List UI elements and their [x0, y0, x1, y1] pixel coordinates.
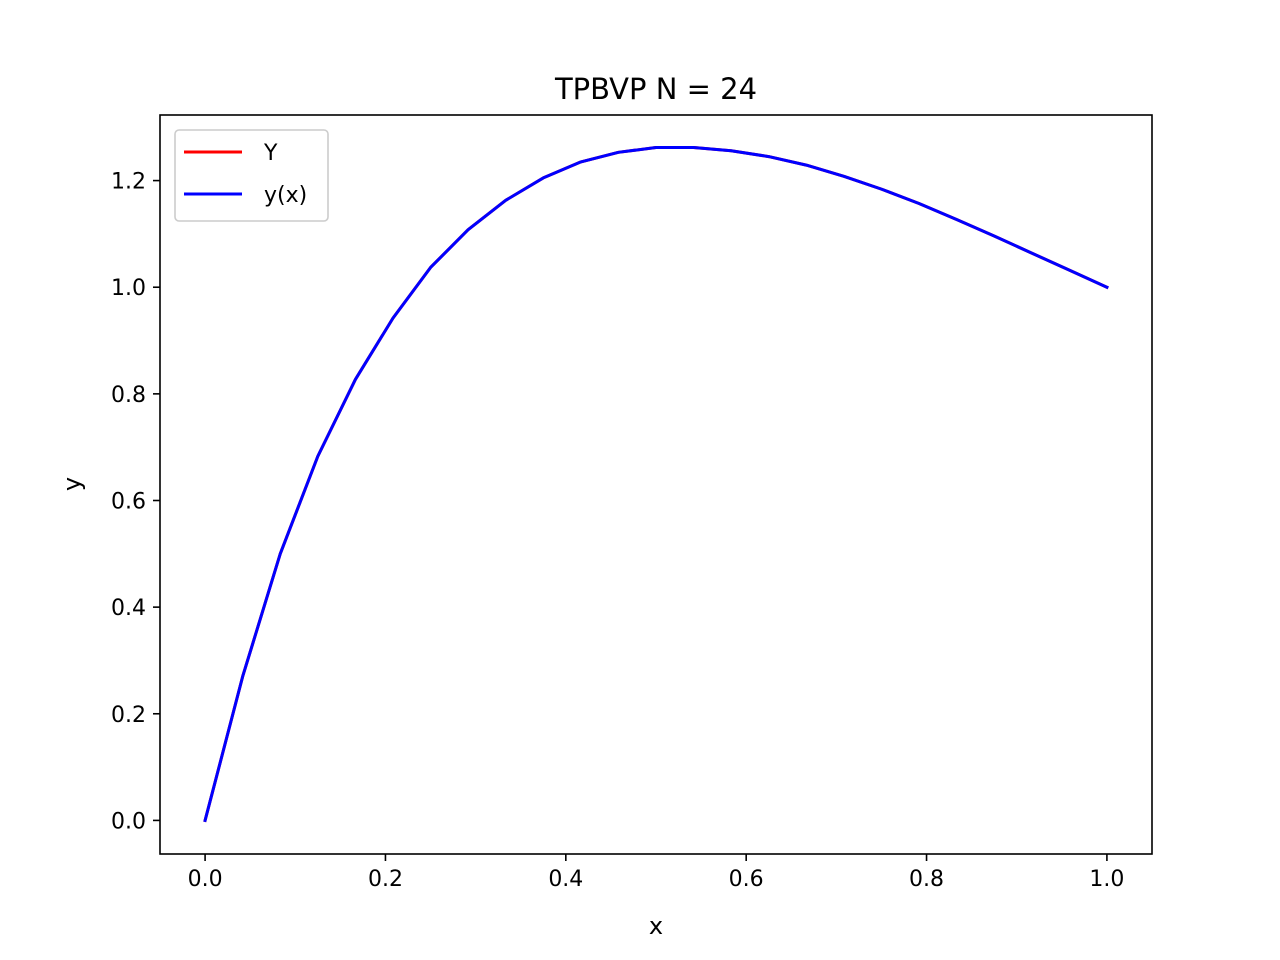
legend: Y y(x) [174, 129, 329, 222]
y-tick-label: 0.4 [111, 596, 146, 621]
series-line-yx [203, 146, 1109, 823]
y-tick-label: 1.2 [111, 170, 146, 195]
y-tick-label: 1.0 [111, 276, 146, 301]
y-axis-label: y [58, 477, 86, 491]
plot-area [160, 115, 1152, 854]
y-tick-label: 0.2 [111, 703, 146, 728]
y-tick-label: 0.0 [111, 809, 146, 834]
x-tick-label: 1.0 [1089, 867, 1124, 892]
series-layer [203, 146, 1109, 823]
chart-title: TPBVP N = 24 [554, 72, 757, 106]
y-tick-label: 0.8 [111, 383, 146, 408]
x-tick-label: 0.2 [368, 867, 403, 892]
x-tick-label: 0.8 [909, 867, 944, 892]
y-tick-label: 0.6 [111, 489, 146, 514]
legend-label-yx: y(x) [264, 183, 307, 208]
x-tick-label: 0.6 [729, 867, 764, 892]
legend-label-y: Y [263, 141, 278, 166]
axes-frame [159, 114, 1153, 855]
x-axis-label: x [649, 912, 663, 940]
x-tick-label: 0.4 [548, 867, 583, 892]
x-tick-label: 0.0 [188, 867, 223, 892]
tick-layer: 0.0 0.2 0.4 0.6 0.8 1.0 0.0 0.2 0.4 0.6 0.8 1.0 1.2 [111, 170, 1124, 892]
